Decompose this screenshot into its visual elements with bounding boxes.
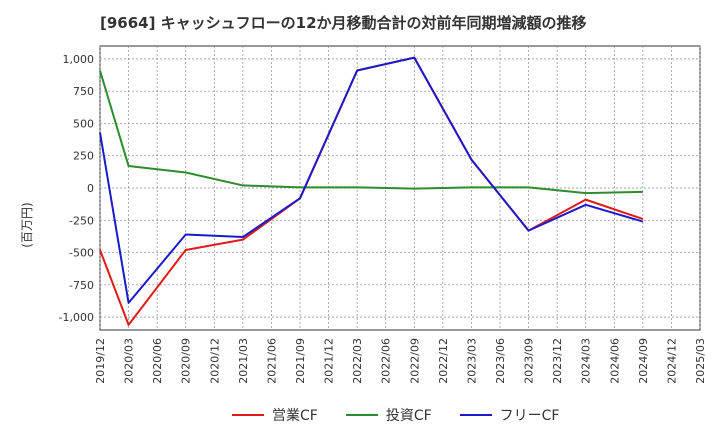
- x-tick-label: 2020/06: [151, 338, 164, 384]
- x-tick-label: 2021/12: [323, 338, 336, 384]
- series-line-投資CF: [99, 70, 643, 195]
- x-tick-label: 2020/12: [208, 338, 221, 384]
- legend-swatch: [459, 414, 492, 416]
- y-tick-label: -750: [69, 279, 94, 292]
- x-tick-label: 2023/06: [494, 338, 507, 384]
- x-tick-label: 2024/06: [608, 338, 621, 384]
- legend-label: 投資CF: [385, 408, 432, 424]
- legend-item-operating-cf: 営業CF: [232, 405, 318, 425]
- chart-title: [9664] キャッシュフローの12か月移動合計の対前年同期増減額の推移: [100, 14, 587, 32]
- x-tick-label: 2022/12: [437, 338, 450, 384]
- x-tick-label: 2022/09: [408, 338, 421, 384]
- x-tick-label: 2020/09: [180, 338, 193, 384]
- y-tick-label: -500: [69, 247, 94, 260]
- legend-swatch: [345, 414, 378, 416]
- x-tick-label: 2023/12: [551, 338, 564, 384]
- x-tick-label: 2021/09: [294, 338, 307, 384]
- series-line-フリーCF: [99, 56, 644, 304]
- x-tick-label: 2025/03: [694, 338, 707, 384]
- x-tick-label: 2024/09: [637, 338, 650, 384]
- x-tick-label: 2021/06: [265, 338, 278, 384]
- legend-item-free-cf: フリーCF: [459, 405, 560, 425]
- legend-item-investing-cf: 投資CF: [345, 405, 432, 425]
- x-tick-label: 2022/06: [380, 338, 393, 384]
- x-tick-label: 2024/12: [665, 338, 678, 384]
- legend-label: フリーCF: [499, 408, 560, 424]
- y-tick-label: 500: [73, 117, 94, 130]
- x-tick-label: 2023/03: [465, 338, 478, 384]
- x-tick-label: 2020/03: [123, 338, 136, 384]
- x-tick-label: 2022/03: [351, 338, 364, 384]
- y-tick-label: 1,000: [63, 53, 95, 66]
- legend-label: 営業CF: [272, 408, 318, 424]
- y-tick-label: 0: [87, 182, 94, 195]
- legend-swatch: [232, 414, 264, 416]
- legend: 営業CF 投資CF フリーCF: [232, 405, 559, 425]
- y-tick-label: 250: [73, 150, 94, 163]
- y-tick-label: -1,000: [59, 311, 94, 324]
- y-tick-label: 750: [73, 85, 94, 98]
- x-tick-label: 2024/03: [580, 338, 593, 384]
- y-tick-label: -250: [69, 214, 94, 227]
- x-tick-label: 2021/03: [237, 338, 250, 384]
- x-tick-label: 2023/09: [523, 338, 536, 384]
- x-tick-label: 2019/12: [94, 338, 107, 384]
